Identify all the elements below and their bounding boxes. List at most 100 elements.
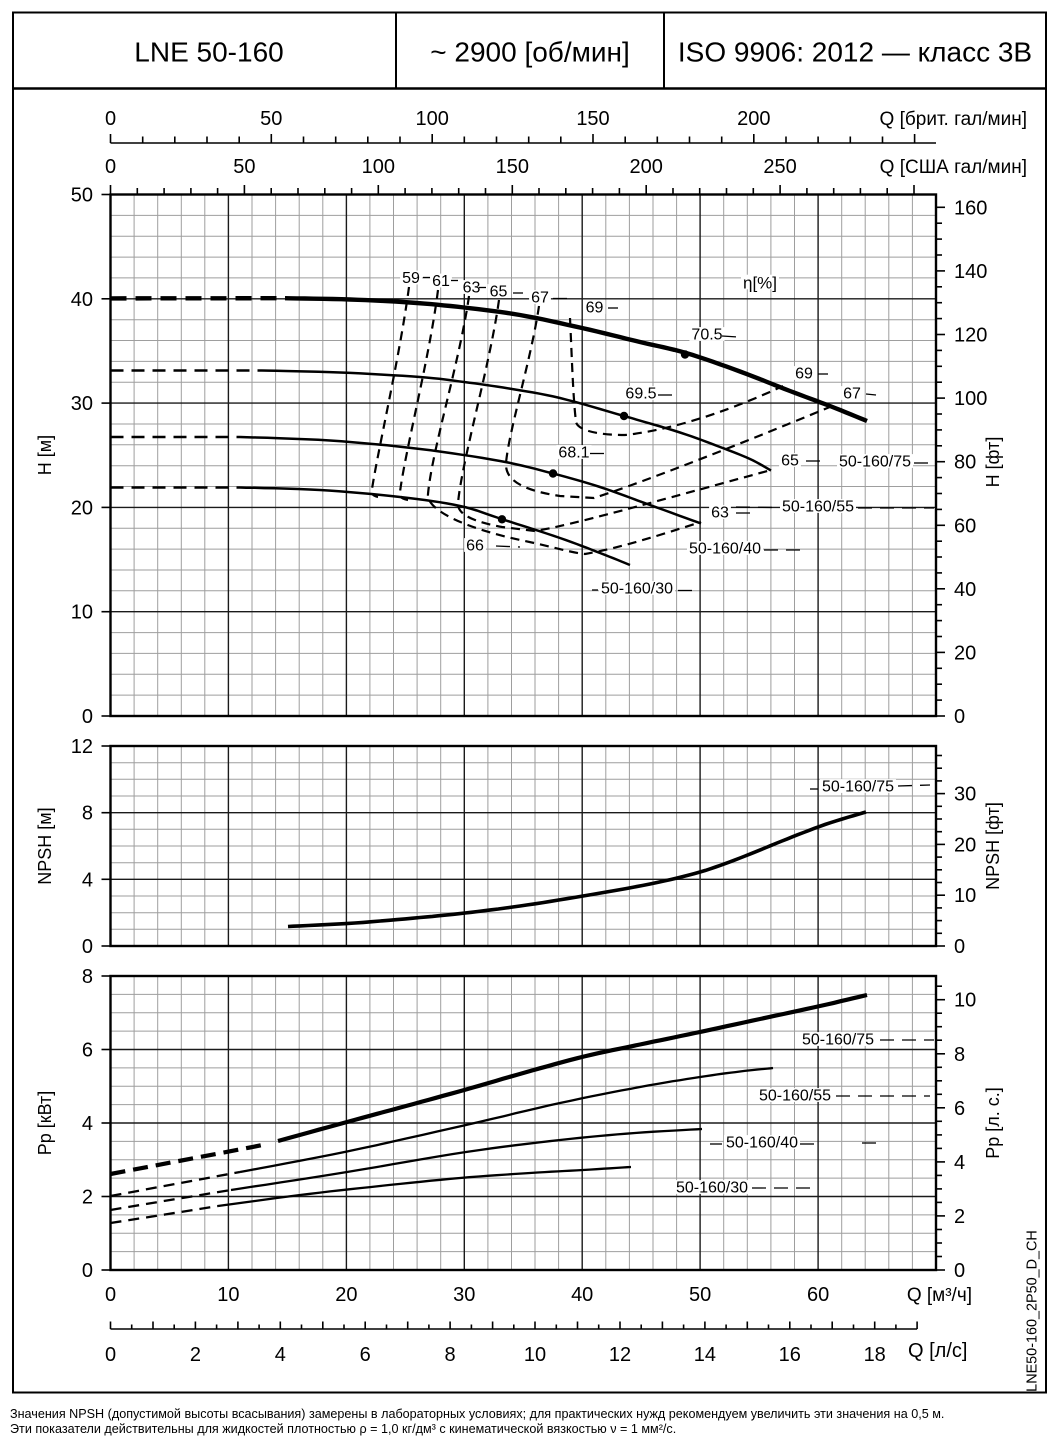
svg-text:63: 63 [711,505,729,522]
svg-text:66: 66 [466,538,484,555]
svg-text:10: 10 [217,1284,239,1306]
svg-text:LNE 50-160: LNE 50-160 [134,37,283,68]
svg-text:10: 10 [954,885,976,907]
svg-text:6: 6 [954,1098,965,1120]
svg-text:67: 67 [531,290,549,307]
svg-text:Рр [л. с.]: Рр [л. с.] [983,1087,1003,1159]
svg-text:30: 30 [71,393,93,415]
svg-text:69.5: 69.5 [625,386,656,403]
svg-text:60: 60 [807,1284,829,1306]
svg-text:10: 10 [524,1344,546,1366]
svg-text:10: 10 [71,602,93,624]
svg-text:8: 8 [82,966,93,988]
svg-text:50-160/75: 50-160/75 [822,779,894,796]
svg-text:50-160/75: 50-160/75 [839,454,911,471]
svg-text:200: 200 [630,156,663,178]
svg-text:2: 2 [954,1206,965,1228]
svg-text:2: 2 [190,1344,201,1366]
svg-text:6: 6 [360,1344,371,1366]
svg-text:16: 16 [779,1344,801,1366]
svg-text:50-160/30: 50-160/30 [601,581,673,598]
svg-text:150: 150 [496,156,529,178]
svg-text:4: 4 [275,1344,286,1366]
svg-text:59: 59 [402,270,420,287]
svg-text:8: 8 [954,1044,965,1066]
svg-text:Q [м³/ч]: Q [м³/ч] [907,1285,972,1306]
svg-text:65: 65 [781,453,799,470]
svg-text:120: 120 [954,325,987,347]
svg-text:8: 8 [82,803,93,825]
svg-text:200: 200 [737,108,770,130]
svg-text:4: 4 [954,1152,965,1174]
svg-text:40: 40 [71,289,93,311]
svg-text:60: 60 [954,515,976,537]
svg-text:0: 0 [105,108,116,130]
svg-text:40: 40 [571,1284,593,1306]
svg-text:0: 0 [105,156,116,178]
svg-text:8: 8 [445,1344,456,1366]
svg-text:65: 65 [490,284,508,301]
svg-text:50-160/55: 50-160/55 [782,499,854,516]
svg-text:η[%]: η[%] [743,274,777,293]
svg-text:20: 20 [71,497,93,519]
svg-text:Н [фт]: Н [фт] [983,437,1003,488]
svg-text:12: 12 [609,1344,631,1366]
svg-text:70.5: 70.5 [691,327,722,344]
svg-text:14: 14 [694,1344,716,1366]
svg-text:69: 69 [795,366,813,383]
svg-text:50: 50 [689,1284,711,1306]
svg-text:50-160/55: 50-160/55 [759,1088,831,1105]
svg-text:140: 140 [954,261,987,283]
svg-text:150: 150 [576,108,609,130]
svg-text:63: 63 [463,280,481,297]
svg-text:67: 67 [843,386,861,403]
svg-text:Q [США гал/мин]: Q [США гал/мин] [880,157,1027,178]
svg-text:Эти показатели действительны д: Эти показатели действительны для жидкост… [10,1422,676,1436]
svg-text:0: 0 [105,1344,116,1366]
svg-text:50: 50 [260,108,282,130]
svg-text:30: 30 [453,1284,475,1306]
svg-text:NPSH [фт]: NPSH [фт] [983,802,1003,890]
svg-text:250: 250 [763,156,796,178]
svg-text:61: 61 [432,273,450,290]
svg-text:69: 69 [586,300,604,317]
svg-text:ISO 9906: 2012 — класс 3В: ISO 9906: 2012 — класс 3В [678,37,1032,68]
svg-text:0: 0 [105,1284,116,1306]
svg-text:LNE50-160_2P50_D_CH: LNE50-160_2P50_D_CH [1025,1230,1041,1392]
svg-text:0: 0 [954,1260,965,1282]
svg-text:80: 80 [954,452,976,474]
svg-text:0: 0 [82,706,93,728]
svg-text:0: 0 [954,706,965,728]
svg-text:0: 0 [954,936,965,958]
svg-text:10: 10 [954,990,976,1012]
svg-text:68.1: 68.1 [558,445,589,462]
svg-text:20: 20 [954,834,976,856]
svg-text:Q [брит. гал/мин]: Q [брит. гал/мин] [880,109,1027,130]
svg-text:100: 100 [954,388,987,410]
svg-text:4: 4 [82,1113,93,1135]
svg-text:6: 6 [82,1040,93,1062]
svg-text:2: 2 [82,1187,93,1209]
svg-text:50-160/40: 50-160/40 [726,1135,798,1152]
svg-text:50: 50 [71,185,93,207]
svg-text:50-160/30: 50-160/30 [676,1180,748,1197]
svg-text:100: 100 [362,156,395,178]
svg-text:NPSH [м]: NPSH [м] [35,807,55,884]
svg-text:20: 20 [335,1284,357,1306]
svg-text:Значения NPSH (допустимой высо: Значения NPSH (допустимой высоты всасыва… [10,1407,944,1421]
svg-text:40: 40 [954,579,976,601]
svg-text:20: 20 [954,642,976,664]
svg-text:18: 18 [864,1344,886,1366]
svg-text:50-160/75: 50-160/75 [802,1032,874,1049]
svg-text:0: 0 [82,1260,93,1282]
svg-text:Q [л/с]: Q [л/с] [908,1340,967,1362]
svg-text:12: 12 [71,736,93,758]
svg-text:30: 30 [954,784,976,806]
svg-text:Н [м]: Н [м] [35,435,55,475]
svg-text:0: 0 [82,936,93,958]
svg-text:50: 50 [233,156,255,178]
svg-text:4: 4 [82,869,93,891]
svg-text:160: 160 [954,197,987,219]
svg-text:Рр [кВт]: Рр [кВт] [35,1091,55,1156]
svg-text:~ 2900 [об/мин]: ~ 2900 [об/мин] [430,37,630,68]
